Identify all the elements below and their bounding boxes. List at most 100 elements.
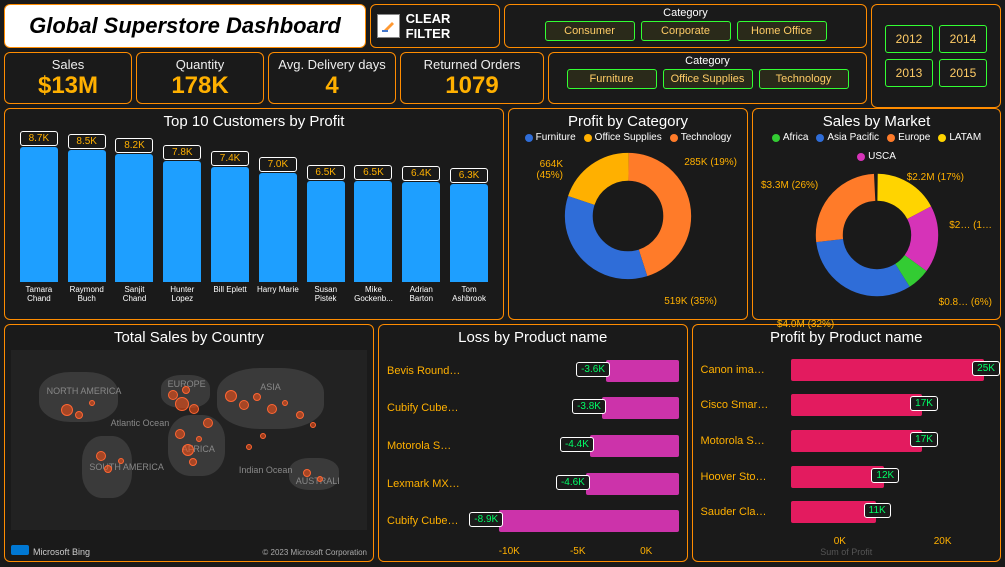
- bar-category-label: Bill Eplett: [209, 286, 251, 304]
- legend-label: Europe: [898, 132, 930, 143]
- axis-tick: -5K: [544, 546, 613, 557]
- clear-filter-button[interactable]: CLEAR FILTER: [370, 4, 500, 48]
- bar[interactable]: 6.5K: [354, 181, 392, 282]
- map-bubble[interactable]: [303, 469, 311, 477]
- legend-item[interactable]: Office Supplies: [584, 132, 662, 143]
- map-bubble[interactable]: [182, 444, 194, 456]
- slicer-option-home-office[interactable]: Home Office: [737, 21, 827, 41]
- slicer-option-consumer[interactable]: Consumer: [545, 21, 635, 41]
- hbar-value: -8.9K: [469, 512, 503, 527]
- legend-item[interactable]: USCA: [857, 151, 896, 162]
- hbar-row[interactable]: Canon ima…25K: [701, 359, 993, 381]
- hbar-row[interactable]: Motorola S…17K: [701, 430, 993, 452]
- profit-by-category-chart[interactable]: Profit by Category FurnitureOffice Suppl…: [508, 108, 748, 320]
- bar-category-label: Susan Pistek: [305, 286, 347, 304]
- map-bubble[interactable]: [246, 444, 252, 450]
- map-bubble[interactable]: [175, 397, 189, 411]
- bar[interactable]: 7.0K: [259, 173, 297, 282]
- map-bubble[interactable]: [189, 458, 197, 466]
- legend-label: Asia Pacific: [827, 132, 879, 143]
- map-bubble[interactable]: [104, 465, 112, 473]
- bar[interactable]: 6.4K: [402, 182, 440, 282]
- hbar-row[interactable]: Lexmark MX…-4.6K: [387, 473, 679, 495]
- category-slicer-2: Category FurnitureOffice SuppliesTechnol…: [548, 52, 867, 104]
- hbar-row[interactable]: Bevis Round…-3.6K: [387, 360, 679, 382]
- slicer-option-furniture[interactable]: Furniture: [567, 69, 657, 89]
- kpi-delivery: Avg. Delivery days 4: [268, 52, 396, 104]
- map-label: ASIA: [260, 382, 281, 392]
- bar-value-label: 7.8K: [163, 145, 201, 160]
- map-bubble[interactable]: [118, 458, 124, 464]
- profit-by-product-chart[interactable]: Profit by Product name Canon ima…25KCisc…: [692, 324, 1002, 562]
- sales-by-country-map[interactable]: Total Sales by Country NORTH AMERICA Atl…: [4, 324, 374, 562]
- slicer-option-corporate[interactable]: Corporate: [641, 21, 731, 41]
- kpi-label: Avg. Delivery days: [275, 57, 389, 72]
- year-option-2014[interactable]: 2014: [939, 25, 987, 53]
- year-option-2013[interactable]: 2013: [885, 59, 933, 87]
- hbar-row[interactable]: Hoover Sto…12K: [701, 466, 993, 488]
- donut-label: 664K (45%): [519, 159, 563, 181]
- map-bubble[interactable]: [310, 422, 316, 428]
- legend-item[interactable]: LATAM: [938, 132, 981, 143]
- year-option-2015[interactable]: 2015: [939, 59, 987, 87]
- legend-label: LATAM: [949, 132, 981, 143]
- legend-item[interactable]: Europe: [887, 132, 930, 143]
- hbar-row[interactable]: Cisco Smar…17K: [701, 394, 993, 416]
- kpi-value: 4: [275, 72, 389, 100]
- bar-category-label: Hunter Lopez: [161, 286, 203, 304]
- bar-value-label: 7.4K: [211, 151, 249, 166]
- hbar-row[interactable]: Cubify Cube…-8.9K: [387, 510, 679, 532]
- bar[interactable]: 8.5K: [68, 150, 106, 282]
- legend-swatch: [816, 134, 824, 142]
- hbar-fill: [791, 466, 884, 488]
- loss-by-product-chart[interactable]: Loss by Product name Bevis Round…-3.6KCu…: [378, 324, 688, 562]
- hbar-fill: [499, 510, 678, 532]
- hbar-row[interactable]: Motorola S…-4.4K: [387, 435, 679, 457]
- bar[interactable]: 8.7K: [20, 147, 58, 282]
- legend-item[interactable]: Africa: [772, 132, 809, 143]
- bar[interactable]: 6.3K: [450, 184, 488, 282]
- legend-swatch: [670, 134, 678, 142]
- map-bubble[interactable]: [296, 411, 304, 419]
- axis-tick: 0K: [789, 536, 892, 547]
- map-bubble[interactable]: [182, 386, 190, 394]
- bar-value-label: 6.3K: [450, 168, 488, 183]
- legend-label: Furniture: [536, 132, 576, 143]
- bar[interactable]: 6.5K: [307, 181, 345, 282]
- hbar-row[interactable]: Cubify Cube…-3.8K: [387, 397, 679, 419]
- map-bubble[interactable]: [175, 429, 185, 439]
- bar-value-label: 7.0K: [259, 157, 297, 172]
- sales-by-market-chart[interactable]: Sales by Market Africa Asia Pacific Europe…: [752, 108, 1001, 320]
- map-bubble[interactable]: [282, 400, 288, 406]
- slicer-option-office-supplies[interactable]: Office Supplies: [663, 69, 753, 89]
- legend-swatch: [887, 134, 895, 142]
- bar[interactable]: 7.4K: [211, 167, 249, 282]
- map-bubble[interactable]: [260, 433, 266, 439]
- map-bubble[interactable]: [225, 390, 237, 402]
- legend-item[interactable]: Asia Pacific: [816, 132, 879, 143]
- slicer-option-technology[interactable]: Technology: [759, 69, 849, 89]
- legend-label: Office Supplies: [595, 132, 662, 143]
- legend-item[interactable]: Furniture: [525, 132, 576, 143]
- map-copyright: © 2023 Microsoft Corporation: [262, 548, 367, 557]
- hbar-label: Canon ima…: [701, 364, 787, 376]
- hbar-label: Cubify Cube…: [387, 515, 473, 527]
- bar-category-label: Sanjit Chand: [113, 286, 155, 304]
- chart-title: Sales by Market: [759, 113, 994, 130]
- bar[interactable]: 7.8K: [163, 161, 201, 282]
- hbar-row[interactable]: Sauder Cla…11K: [701, 501, 993, 523]
- map-label: Indian Ocean: [239, 465, 293, 475]
- bar-category-label: Raymond Buch: [66, 286, 108, 304]
- hbar-label: Motorola S…: [701, 435, 787, 447]
- legend-item[interactable]: Technology: [670, 132, 732, 143]
- legend-label: Technology: [681, 132, 732, 143]
- bar[interactable]: 8.2K: [115, 154, 153, 282]
- map-bubble[interactable]: [61, 404, 73, 416]
- map-canvas[interactable]: NORTH AMERICA Atlantic Ocean SOUTH AMERI…: [11, 350, 367, 530]
- top-customers-chart[interactable]: Top 10 Customers by Profit 8.7K8.5K8.2K7…: [4, 108, 504, 320]
- bar-category-label: Tom Ashbrook: [448, 286, 490, 304]
- eraser-icon: [377, 14, 400, 38]
- map-bubble[interactable]: [189, 404, 199, 414]
- map-brand: Microsoft Bing: [11, 545, 90, 557]
- year-option-2012[interactable]: 2012: [885, 25, 933, 53]
